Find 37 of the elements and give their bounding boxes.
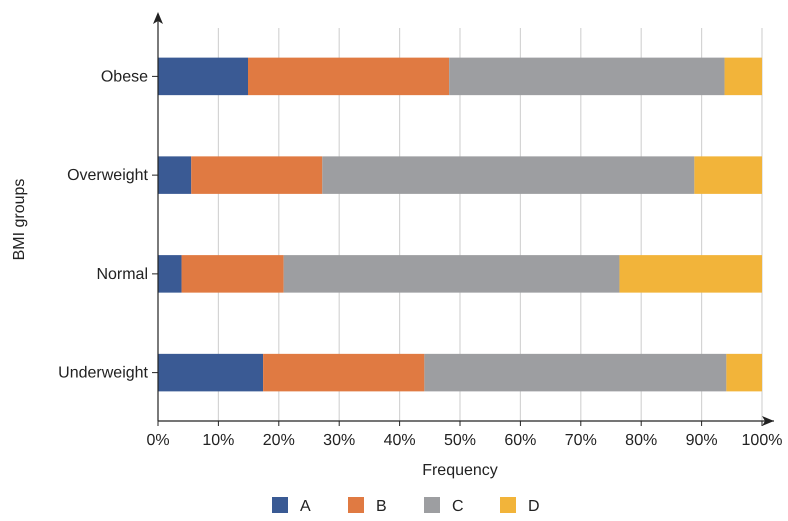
x-tick-label: 60% <box>504 432 536 449</box>
x-tick-label: 10% <box>202 432 234 449</box>
y-tick-label: Normal <box>96 266 148 283</box>
bar <box>158 255 182 293</box>
x-tick-label: 70% <box>564 432 597 449</box>
y-axis-title: BMI groups <box>11 178 28 260</box>
x-tick-label: 40% <box>384 432 416 449</box>
bar <box>263 354 424 392</box>
y-tick-label: Obese <box>100 68 148 86</box>
bar <box>248 58 450 96</box>
legend-label: B <box>376 498 387 515</box>
legend-label: C <box>452 498 464 515</box>
legend-label: A <box>300 498 311 515</box>
bar <box>158 156 192 194</box>
bar <box>191 156 322 194</box>
bar <box>449 58 725 96</box>
x-tick-label: 0% <box>146 432 170 449</box>
x-tick-label: 100% <box>742 432 782 449</box>
bar <box>619 255 762 293</box>
y-tick-label: Overweight <box>67 167 149 184</box>
bar <box>284 255 620 293</box>
bar <box>322 156 694 194</box>
bar <box>726 354 762 392</box>
bar <box>182 255 284 293</box>
y-tick-label: Underweight <box>58 364 149 382</box>
bar <box>724 58 762 96</box>
bar <box>424 354 726 392</box>
x-axis-title: Frequency <box>422 462 498 479</box>
bar <box>158 58 248 96</box>
bar <box>694 156 762 194</box>
x-tick-label: 50% <box>444 432 476 449</box>
x-tick-label: 90% <box>686 432 718 449</box>
bar <box>158 354 264 392</box>
x-tick-label: 80% <box>625 432 658 449</box>
x-tick-label: 20% <box>262 432 295 449</box>
x-tick-label: 30% <box>323 432 356 449</box>
legend-label: D <box>528 498 540 515</box>
